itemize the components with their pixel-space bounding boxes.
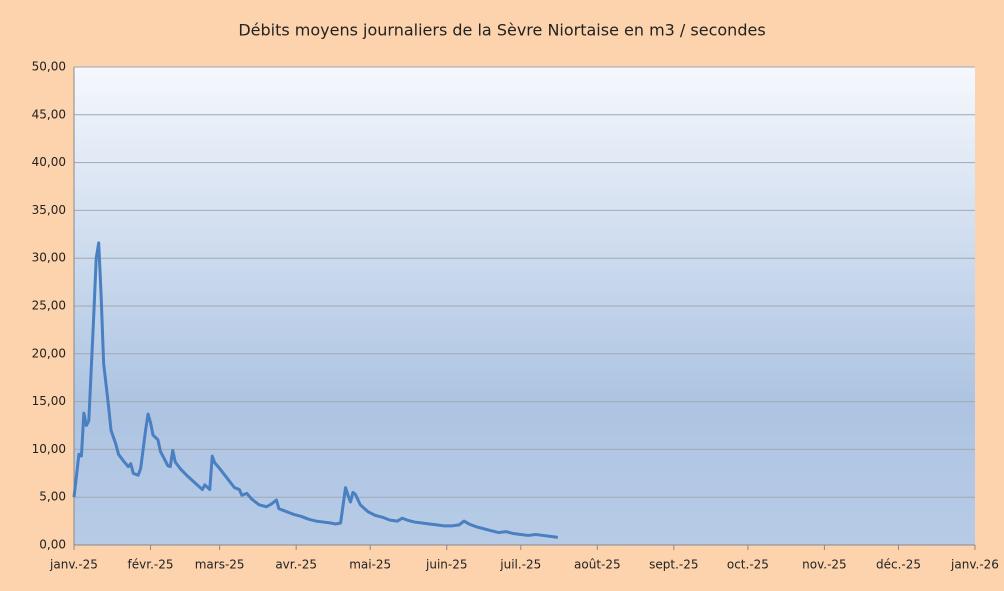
- x-tick-label: janv.-25: [49, 558, 98, 572]
- x-tick-label: juin-25: [425, 558, 467, 572]
- x-tick-label: févr.-25: [128, 558, 174, 572]
- chart-title: Débits moyens journaliers de la Sèvre Ni…: [238, 21, 765, 40]
- x-tick-label: mars-25: [195, 558, 245, 572]
- x-tick-label: nov.-25: [802, 558, 847, 572]
- y-tick-label: 40,00: [32, 155, 66, 169]
- y-tick-label: 25,00: [32, 299, 66, 313]
- x-tick-label: août-25: [574, 558, 621, 572]
- y-tick-label: 30,00: [32, 251, 66, 265]
- x-tick-label: avr.-25: [275, 558, 317, 572]
- x-tick-label: mai-25: [349, 558, 391, 572]
- x-tick-label: sept.-25: [649, 558, 698, 572]
- data-line: [72, 241, 559, 539]
- x-tick-label: oct.-25: [727, 558, 769, 572]
- y-tick-label: 50,00: [32, 60, 66, 74]
- x-tick-label: janv.-26: [950, 558, 999, 572]
- y-tick-label: 35,00: [32, 203, 66, 217]
- y-tick-label: 20,00: [32, 346, 66, 360]
- y-tick-label: 0,00: [39, 538, 66, 552]
- y-tick-label: 10,00: [32, 442, 66, 456]
- x-tick-label: déc.-25: [876, 558, 921, 572]
- y-tick-label: 15,00: [32, 394, 66, 408]
- y-tick-label: 45,00: [32, 107, 66, 121]
- x-tick-label: juil.-25: [499, 558, 541, 572]
- y-tick-label: 5,00: [39, 490, 66, 504]
